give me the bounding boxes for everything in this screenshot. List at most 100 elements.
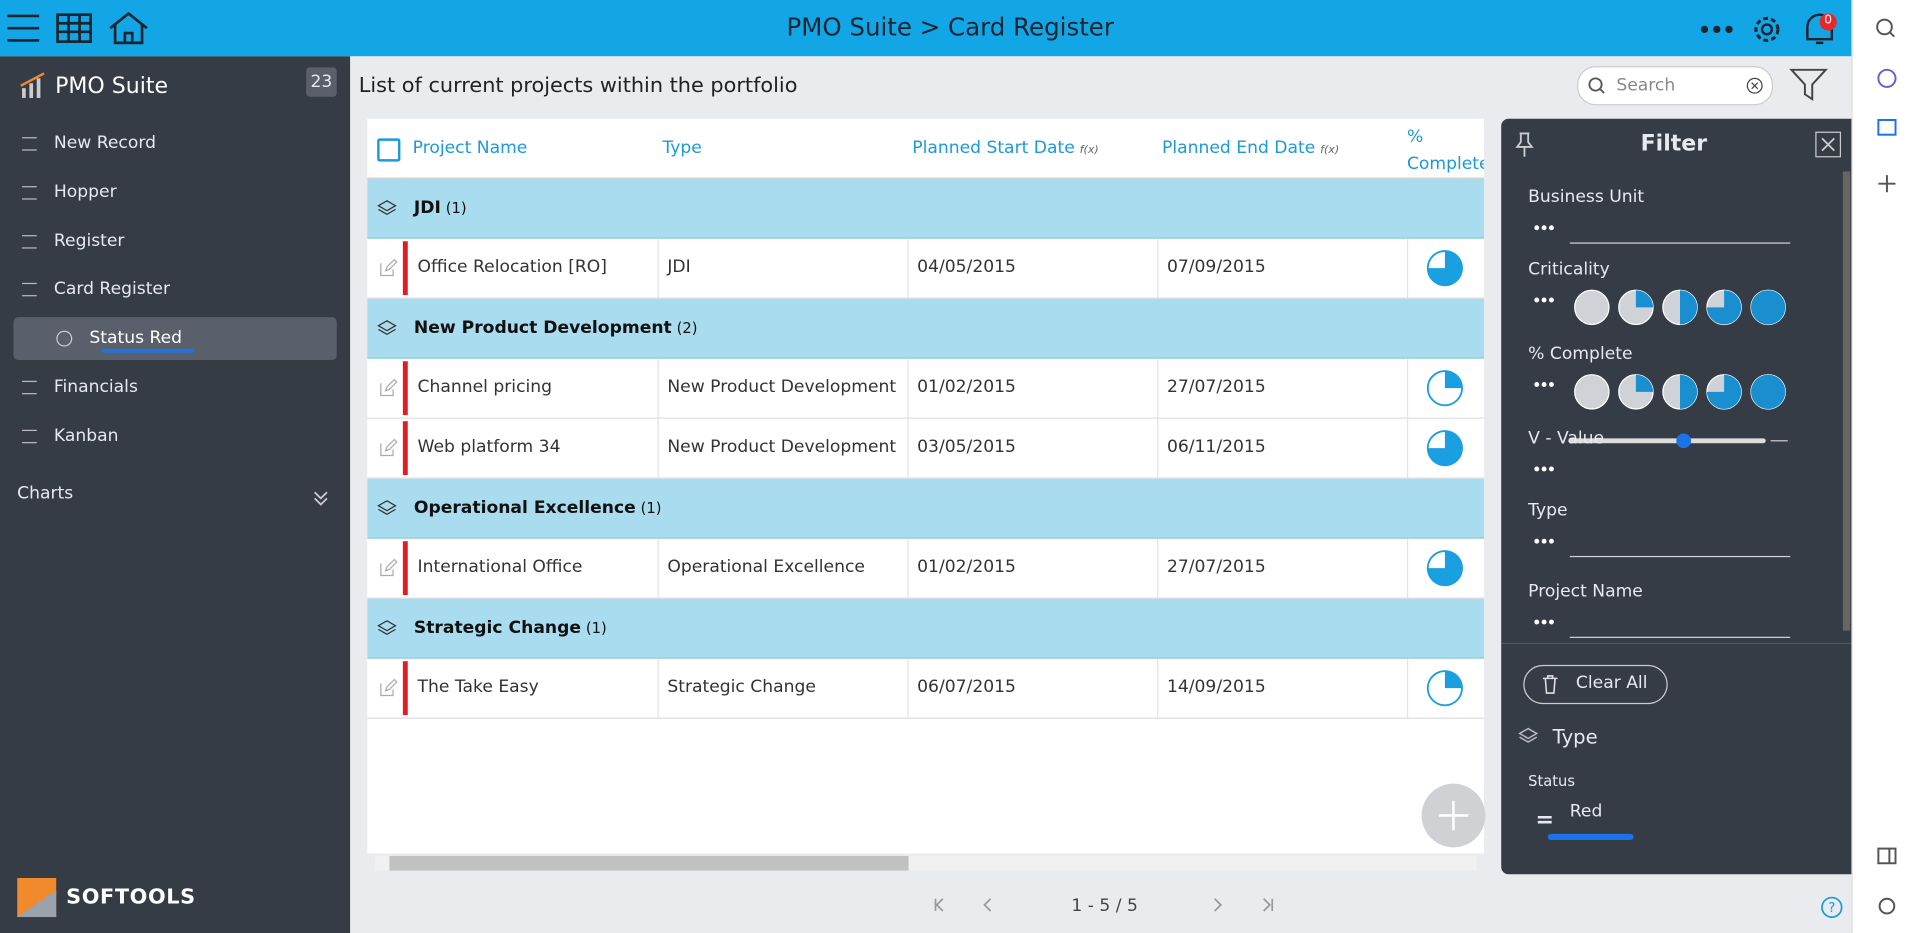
filter-menu[interactable]: [1534, 465, 1556, 472]
status-label: Status: [1528, 772, 1576, 790]
section-header[interactable]: Charts: [17, 483, 74, 504]
data-row[interactable]: The Take Easy Strategic Change 06/07/2015 1…: [367, 658, 1485, 719]
row-action[interactable]: [378, 258, 398, 278]
nav-item[interactable]: Register: [53, 231, 125, 252]
pie-fill: [1427, 251, 1463, 286]
row-action[interactable]: [378, 438, 398, 458]
level-bg: [1574, 289, 1610, 326]
panel-scrollbar[interactable]: [1842, 171, 1851, 631]
cell: 14/09/2015: [1166, 677, 1266, 697]
filter-toggle[interactable]: [1789, 67, 1828, 102]
dot: [1534, 225, 1540, 231]
row-action[interactable]: [378, 678, 398, 698]
dot: [1541, 225, 1547, 231]
nav-icon: [22, 282, 37, 297]
col-divider: [1406, 418, 1409, 478]
search-box[interactable]: Search: [1577, 66, 1774, 106]
nav-item[interactable]: Hopper: [53, 182, 117, 203]
group-label: Operational Excellence (1): [414, 498, 662, 518]
filter-menu[interactable]: [1534, 381, 1556, 388]
col-divider: [1406, 538, 1409, 598]
clear-search[interactable]: [1746, 77, 1763, 94]
notification-count: 0: [1824, 13, 1833, 27]
record-badge: 23: [306, 67, 337, 97]
close-filter[interactable]: [1815, 131, 1842, 158]
group-name: Strategic Change: [413, 618, 582, 638]
level-icons[interactable]: [1569, 257, 1790, 453]
pie-icon: [1426, 670, 1463, 707]
nav-item[interactable]: Kanban: [53, 426, 119, 446]
app-logo: [20, 72, 45, 98]
top-icons[interactable]: [7, 12, 154, 46]
formula-marker: f(x): [1079, 144, 1099, 157]
edit-icon: [380, 258, 398, 277]
column-header[interactable]: Planned End Date f(x): [1162, 138, 1339, 158]
layers-icon: [377, 500, 397, 515]
data-row[interactable]: Web platform 34 New Product Development 03…: [367, 418, 1485, 479]
cell: 06/07/2015: [917, 677, 1016, 697]
dot: [1541, 619, 1547, 625]
data-row[interactable]: International Office Operational Excellen…: [367, 538, 1485, 599]
cell: JDI: [667, 257, 691, 277]
group-row[interactable]: JDI (1): [367, 178, 1485, 239]
level-fill: [1635, 374, 1654, 392]
col-divider: [1406, 658, 1409, 718]
layers-shape: [377, 200, 397, 215]
filter-input[interactable]: [1569, 242, 1791, 244]
filter-input[interactable]: [1569, 555, 1791, 558]
data-row[interactable]: Channel pricing New Product Development 01…: [367, 358, 1485, 419]
pin[interactable]: [1513, 131, 1535, 158]
dot: [1548, 619, 1554, 625]
dot: [1541, 382, 1547, 387]
group-row[interactable]: Strategic Change (1): [367, 598, 1485, 659]
svg-text:?: ?: [1828, 901, 1835, 916]
group-name: Operational Excellence: [413, 498, 636, 518]
chevron[interactable]: [312, 489, 329, 506]
brand-name: SOFTOOLS: [66, 885, 196, 910]
pie-fill: [1427, 431, 1463, 466]
group-count: (2): [676, 319, 698, 337]
filter-title: Filter: [1640, 131, 1708, 157]
clear-all: Clear All: [1575, 673, 1648, 694]
nav-item[interactable]: Card Register: [53, 279, 171, 299]
rail-icons[interactable]: [1853, 0, 1920, 933]
nav-item[interactable]: Financials: [53, 377, 138, 397]
group-row[interactable]: New Product Development (2): [367, 298, 1485, 359]
page-title: PMO Suite > Card Register: [786, 12, 1114, 42]
header-actions[interactable]: [1700, 10, 1841, 49]
pagination: 1 - 5 / 5: [1071, 896, 1138, 916]
dot: [1534, 382, 1540, 387]
nav-item[interactable]: New Record: [53, 133, 156, 154]
filter-menu[interactable]: [1534, 538, 1556, 545]
h-scrollbar[interactable]: [374, 855, 1477, 871]
column-header[interactable]: Type: [662, 138, 701, 158]
data-row[interactable]: Office Relocation [RO] JDI 04/05/2015 07/09…: [367, 238, 1485, 299]
filter-menu[interactable]: [1534, 224, 1556, 231]
help[interactable]: ?: [1820, 895, 1844, 919]
row-action[interactable]: [378, 558, 398, 578]
add-button[interactable]: [1420, 782, 1486, 848]
dot: [1534, 538, 1540, 544]
filter-input[interactable]: [1569, 636, 1791, 638]
nav-icon: [56, 330, 73, 347]
status-bar: [402, 361, 408, 416]
level-fill: [1751, 374, 1786, 409]
top-bar: PMO Suite > Card Register 0: [0, 0, 1852, 57]
column-header[interactable]: Project Name: [413, 138, 528, 158]
group-row[interactable]: Operational Excellence (1): [367, 478, 1485, 539]
filter-menu[interactable]: [1534, 296, 1556, 303]
clear-all-button[interactable]: Clear All: [1523, 664, 1668, 705]
nav-underline: [101, 348, 194, 353]
row-action[interactable]: [378, 378, 398, 398]
column-header[interactable]: % Complete: [1406, 127, 1485, 174]
cell: International Office: [417, 557, 583, 577]
dot: [1548, 382, 1554, 387]
select-all[interactable]: [377, 138, 401, 162]
layers-icon: [377, 200, 397, 215]
pager-buttons[interactable]: [926, 894, 1281, 918]
col-divider: [657, 658, 659, 718]
filter-menu[interactable]: [1534, 618, 1556, 625]
group-label: JDI (1): [414, 198, 467, 218]
nav-item[interactable]: Status Red: [89, 328, 183, 348]
column-header[interactable]: Planned Start Date f(x): [912, 138, 1098, 158]
